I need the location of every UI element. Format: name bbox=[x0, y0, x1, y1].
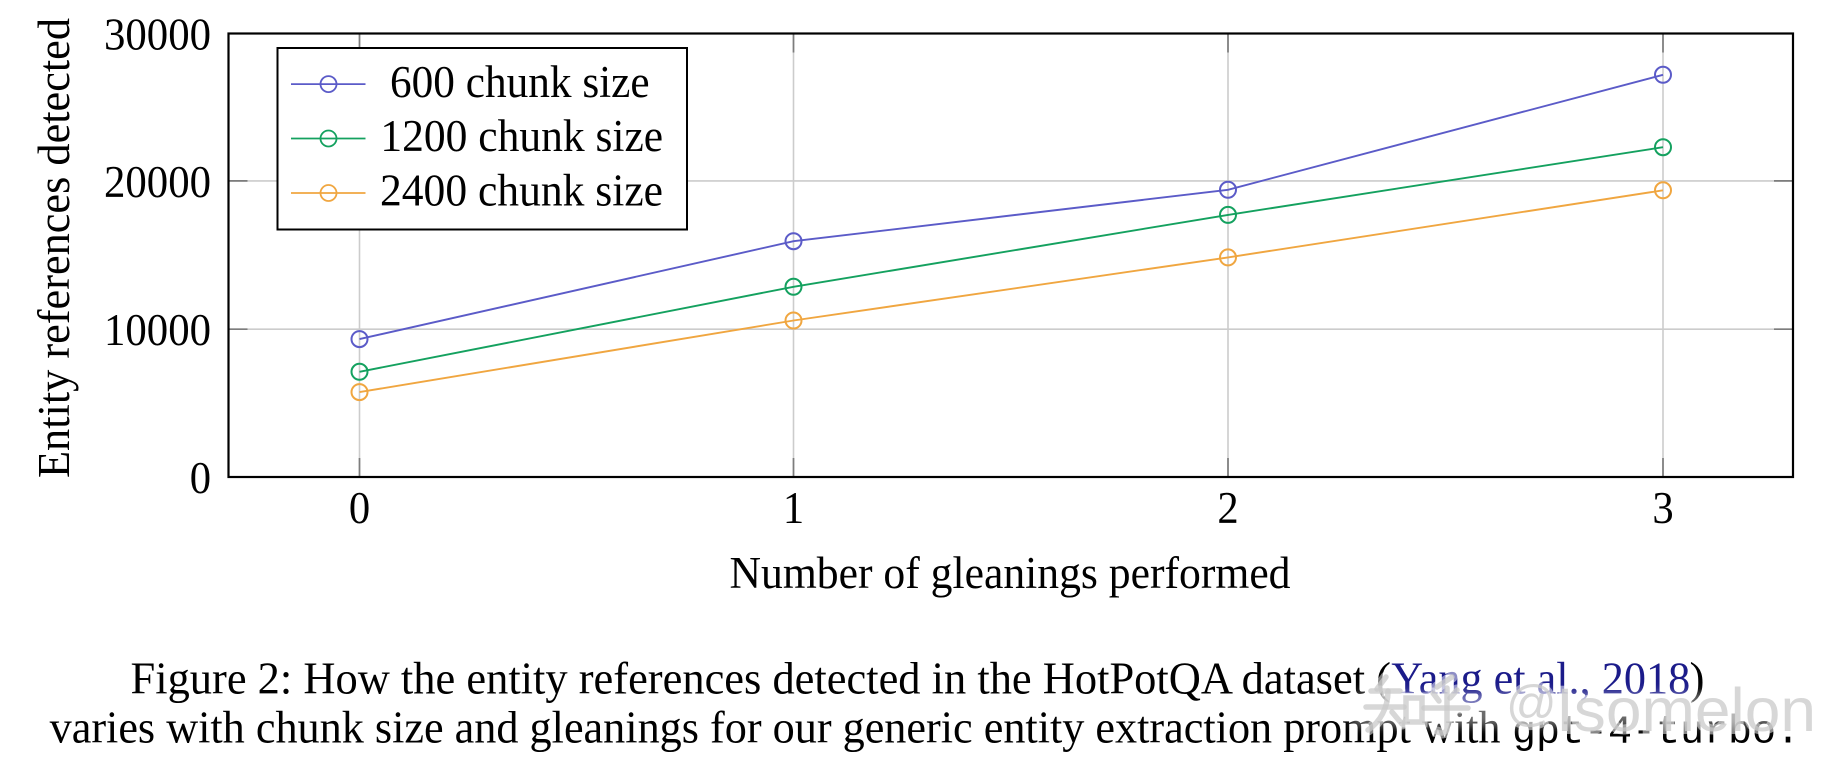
svg-text:): ) bbox=[1690, 654, 1705, 704]
svg-text:30000: 30000 bbox=[104, 9, 211, 59]
svg-text:@: @ bbox=[1506, 676, 1557, 732]
svg-text:3: 3 bbox=[1652, 483, 1673, 533]
svg-text:varies with chunk size and gle: varies with chunk size and gleanings for… bbox=[50, 703, 1512, 753]
svg-text:0: 0 bbox=[349, 483, 370, 533]
svg-text:1: 1 bbox=[783, 483, 804, 533]
svg-text:Isomelon: Isomelon bbox=[1556, 676, 1816, 744]
svg-text:Figure 2: How the entity refer: Figure 2: How the entity references dete… bbox=[131, 654, 1392, 704]
svg-text:0: 0 bbox=[190, 453, 211, 503]
svg-text:10000: 10000 bbox=[104, 305, 211, 355]
svg-text:Number of gleanings performed: Number of gleanings performed bbox=[730, 548, 1291, 598]
svg-text:1200 chunk size: 1200 chunk size bbox=[380, 111, 663, 161]
svg-text:2: 2 bbox=[1217, 483, 1238, 533]
svg-text:2400 chunk size: 2400 chunk size bbox=[380, 166, 663, 216]
svg-text:600 chunk size: 600 chunk size bbox=[390, 57, 650, 107]
svg-text:20000: 20000 bbox=[104, 157, 211, 207]
svg-text:Entity references detected: Entity references detected bbox=[29, 18, 79, 478]
